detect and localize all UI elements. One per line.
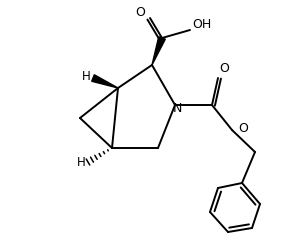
Polygon shape bbox=[152, 37, 165, 65]
Text: H: H bbox=[77, 156, 86, 170]
Polygon shape bbox=[92, 75, 118, 88]
Text: O: O bbox=[219, 61, 229, 75]
Text: OH: OH bbox=[192, 17, 212, 30]
Text: N: N bbox=[172, 102, 182, 114]
Text: H: H bbox=[82, 71, 90, 83]
Text: O: O bbox=[135, 7, 145, 19]
Text: O: O bbox=[238, 121, 248, 135]
